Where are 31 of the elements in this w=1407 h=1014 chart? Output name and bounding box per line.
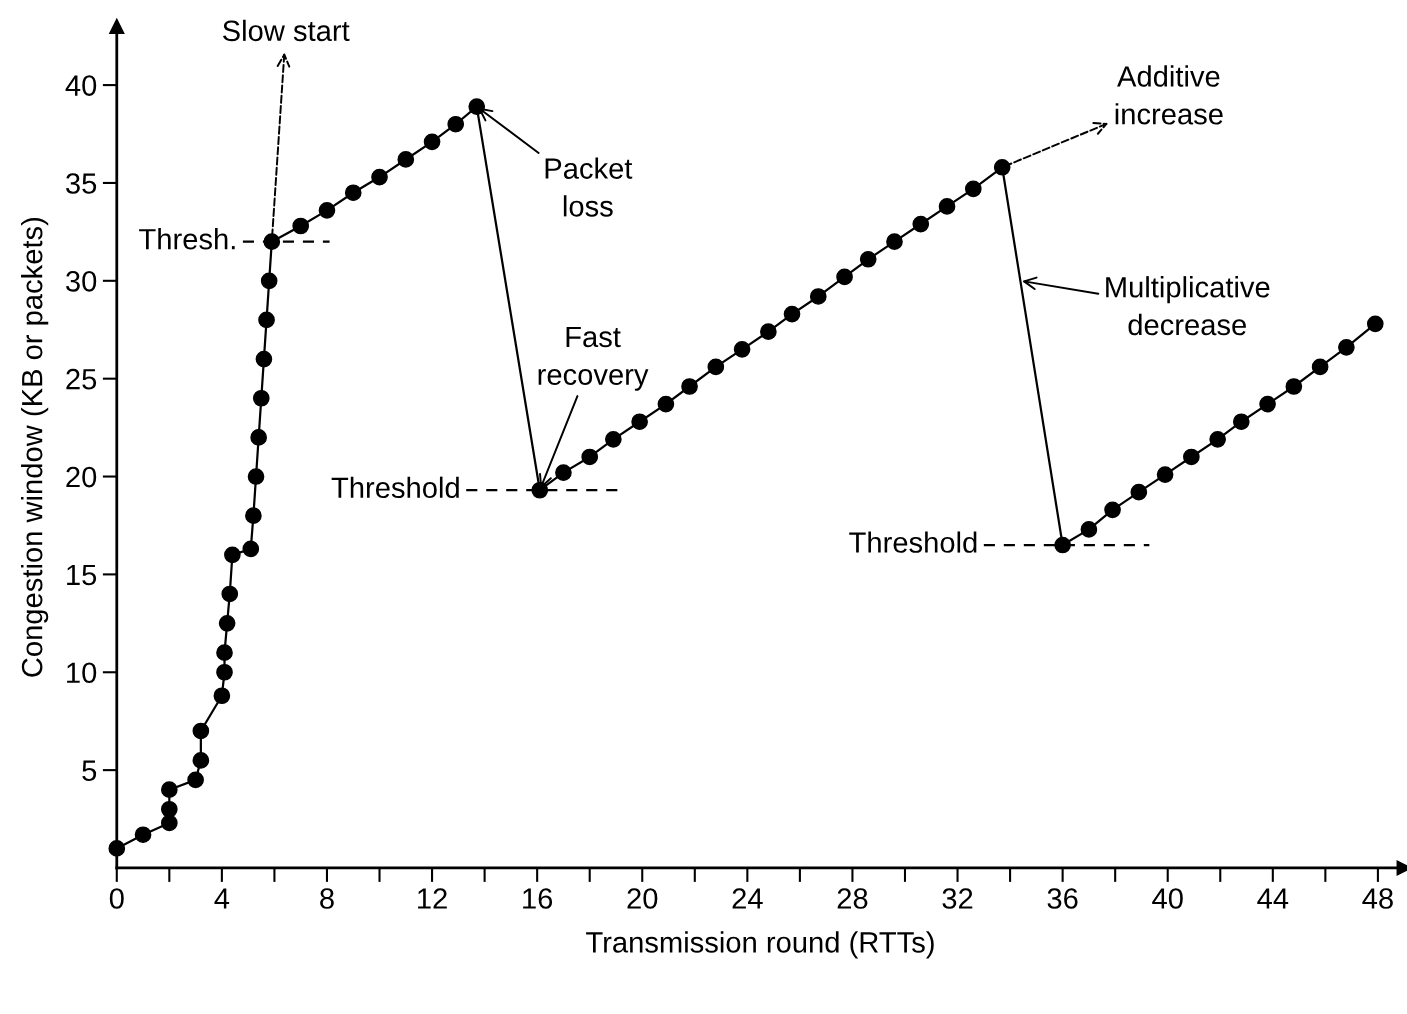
annotation: Threshold (849, 531, 977, 553)
annotation: Slow start (222, 19, 350, 42)
x-tick-label: 20 (627, 888, 658, 909)
y-tick-label: 5 (82, 760, 97, 781)
x-tick-label: 28 (837, 888, 868, 909)
x-tick-label: 48 (1362, 888, 1393, 909)
x-tick-label: 44 (1257, 888, 1289, 909)
y-tick-label: 20 (66, 466, 97, 488)
y-tick-label: 30 (66, 271, 97, 292)
x-tick-label: 36 (1047, 888, 1078, 909)
y-tick-label: 10 (67, 662, 97, 684)
x-tick-label: 8 (320, 888, 334, 909)
annotation: Fast recovery (538, 326, 649, 391)
x-tick-label: 12 (418, 888, 447, 909)
x-tick-label: 4 (214, 888, 230, 909)
x-tick-label: 40 (1152, 888, 1183, 909)
x-axis-title: Transmission round (RTTs) (586, 931, 934, 959)
annotation: Additive increase (1115, 65, 1223, 125)
x-tick-label: 24 (732, 888, 763, 909)
y-axis-title: Congestion window (KB or packets) (21, 217, 49, 677)
y-tick-label: 25 (66, 368, 97, 390)
x-tick-label: 0 (109, 888, 124, 909)
x-tick-label: 32 (942, 888, 973, 909)
annotation: Thresh. (139, 228, 235, 250)
y-tick-label: 35 (66, 173, 97, 194)
annotation: Threshold (331, 476, 459, 499)
annotation: Multiplicative decrease (1106, 276, 1270, 336)
y-tick-label: 15 (67, 564, 97, 586)
annotation: Packet loss (545, 157, 633, 217)
y-tick-label: 40 (65, 75, 97, 96)
x-tick-label: 16 (523, 888, 553, 909)
